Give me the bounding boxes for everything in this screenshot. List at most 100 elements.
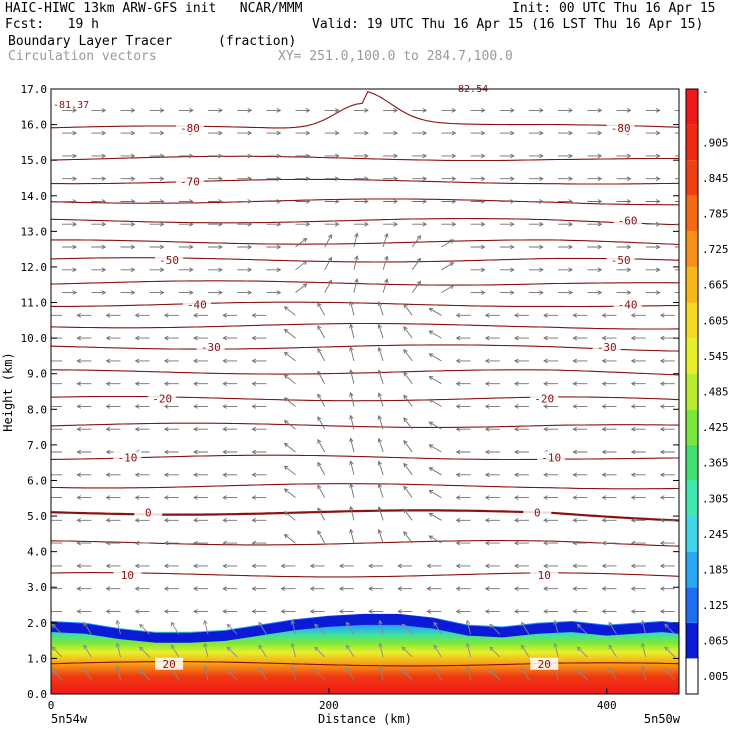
circulation-vector [324,233,332,248]
circulation-vector [62,244,78,250]
circulation-vector [251,495,267,500]
circulation-vector [572,404,588,409]
circulation-vector [295,199,311,204]
contour-label: -60 [618,215,638,228]
temperature-contour [51,217,679,226]
contour-label-bg [606,253,635,266]
circulation-vector [553,619,559,635]
circulation-vector [543,540,559,546]
circulation-vector [543,563,559,569]
circulation-vector [616,267,632,273]
circulation-vector [222,449,238,455]
circulation-vector [587,221,603,227]
circulation-vector [309,609,325,614]
circulation-vector [572,426,588,432]
circulation-vector [193,358,208,364]
circulation-vector [317,461,326,476]
circulation-vector [645,130,661,136]
circulation-vector [645,108,661,113]
circulation-vector [674,292,679,294]
circulation-vector [163,540,179,546]
circulation-vector [484,426,500,432]
circulation-vector [134,472,150,478]
circulation-vector [377,528,384,544]
header-line1-right: Init: 00 UTC Thu 16 Apr 15 [512,1,716,16]
circulation-vector [576,623,588,635]
circulation-vector [543,404,559,409]
circulation-vector [428,467,442,476]
contour-label: -50 [611,254,631,267]
colorbar-frame [685,88,699,695]
colorbar-swatch [686,338,698,374]
circulation-vector [630,586,646,591]
circulation-vector [222,404,238,409]
header-line1-left: HAIC-HIWC 13km ARW-GFS init NCAR/MMM [5,1,303,16]
circulation-vector [470,108,486,113]
circulation-vector [630,335,646,341]
circulation-vector [163,609,179,614]
circulation-vector [76,495,92,500]
circulation-vector [664,669,676,681]
colorbar-label: .845 [702,172,729,185]
circulation-vector [266,290,282,295]
circulation-vector [572,335,588,341]
y-tick-label: 10.0 [21,332,48,345]
circulation-vector [203,665,209,680]
circulation-vector [51,495,63,500]
circulation-vector [455,472,471,478]
circulation-vector [397,586,413,591]
temperature-contour [51,369,679,376]
circulation-vector [163,449,179,455]
y-tick-label: 16.0 [21,119,48,132]
circulation-vector [601,518,617,523]
circulation-vector [353,130,369,136]
circulation-vector [630,518,646,523]
circulation-vector [513,472,529,478]
circulation-vector [149,290,165,295]
circulation-vector [295,221,311,227]
circulation-vector [659,586,675,591]
circulation-vector [426,586,442,591]
circulation-vector [266,244,282,250]
contour-label-bg [113,451,142,464]
circulation-vector [528,199,544,204]
circulation-vector [484,404,500,409]
circulation-vector [115,642,121,658]
circulation-vector [499,153,515,159]
contour-label: -30 [597,341,617,354]
circulation-vector [383,221,399,227]
circulation-vector [76,540,92,546]
contour-label-bg [196,341,225,354]
circulation-vector [193,426,208,432]
circulation-vector [616,199,632,204]
circulation-vector [572,609,588,614]
circulation-vector [120,176,136,181]
circulation-vector [134,518,150,523]
circulation-vector [295,130,311,136]
contour-label-bg [148,392,177,405]
circulation-vector [193,404,208,409]
circulation-vector [203,619,209,635]
circulation-vector [163,563,179,569]
circulation-vector [659,404,675,409]
circulation-vector [317,484,326,498]
temperature-contour [51,422,679,428]
circulation-vector [105,404,121,409]
circulation-vector [203,642,209,658]
circulation-vector [499,290,515,295]
circulation-vector [237,153,253,159]
circulation-vector [178,267,194,273]
y-tick-label: 5.0 [27,510,47,523]
circulation-vector [465,642,472,658]
circulation-vector [226,623,238,635]
circulation-vector [587,267,603,273]
circulation-vector [283,397,296,407]
contour-label: 20 [162,658,175,671]
circulation-vector [572,381,588,386]
x-right-end-label: 5n50w [644,712,681,726]
circulation-vector [251,426,267,432]
colorbar-swatch [686,587,698,623]
circulation-vector [222,426,238,432]
circulation-vector [222,381,238,386]
circulation-vector [558,153,574,159]
